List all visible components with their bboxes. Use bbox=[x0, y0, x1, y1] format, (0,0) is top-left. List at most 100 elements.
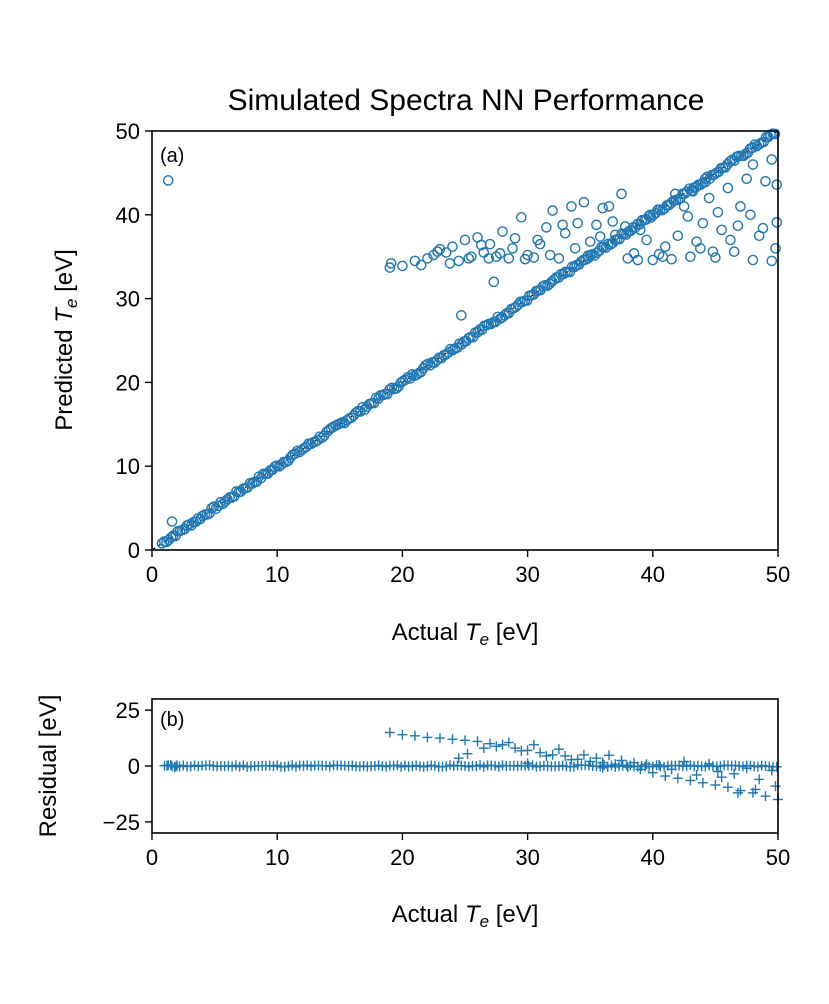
panel-a-yticks: 0 10 20 30 40 50 bbox=[116, 119, 152, 563]
panel-a-point bbox=[569, 243, 581, 254]
panel-a-point bbox=[541, 222, 552, 233]
panel-a-point bbox=[710, 252, 721, 263]
panel-b-point bbox=[750, 784, 761, 795]
panel-b-point bbox=[729, 768, 740, 779]
panel-b-point bbox=[654, 759, 665, 770]
panel-a-point bbox=[769, 128, 781, 140]
panel-a-ytick-label: 0 bbox=[128, 538, 140, 563]
panel-a-point bbox=[607, 216, 619, 227]
panel-a-point bbox=[162, 175, 174, 186]
panel-b-points bbox=[159, 727, 783, 805]
panel-a-point bbox=[478, 247, 490, 258]
panel-a-point bbox=[647, 254, 659, 266]
panel-a-xtick-label: 20 bbox=[390, 562, 414, 587]
panel-a-point bbox=[657, 251, 669, 263]
panel-a-point bbox=[415, 259, 427, 271]
panel-a-point bbox=[609, 229, 621, 241]
panel-a-point bbox=[503, 253, 515, 264]
panel-b-point bbox=[460, 735, 470, 746]
panel-a-label: (a) bbox=[160, 145, 184, 167]
panel-a-xtick-label: 30 bbox=[515, 562, 539, 587]
panel-b-point bbox=[169, 762, 180, 773]
panel-a-point bbox=[497, 226, 508, 237]
panel-a-point bbox=[660, 241, 671, 252]
panel-b-point bbox=[679, 756, 690, 767]
panel-a-point bbox=[670, 188, 681, 200]
panel-a-point bbox=[434, 243, 446, 255]
panel-a-point bbox=[703, 192, 715, 204]
panel-b-point bbox=[591, 753, 602, 764]
panel-a-ytick-label: 20 bbox=[116, 370, 140, 395]
panel-a-point bbox=[544, 249, 556, 261]
panel-b-xlabel-prefix: Actual bbox=[392, 901, 465, 928]
panel-a-ylabel-suffix: [eV] bbox=[51, 249, 78, 298]
panel-a-point bbox=[584, 236, 596, 247]
panel-b-point bbox=[603, 750, 614, 761]
panel-b-point bbox=[409, 730, 420, 741]
panel-a-xlabel-var: T bbox=[465, 619, 482, 646]
panel-b-point bbox=[732, 787, 743, 798]
panel-a-point bbox=[422, 358, 434, 370]
panel-b-point bbox=[162, 760, 173, 771]
panel-b-point bbox=[712, 766, 723, 777]
panel-b-point bbox=[485, 738, 496, 749]
panel-a-point bbox=[507, 243, 518, 254]
panel-a-point bbox=[700, 176, 711, 188]
panel-a-point bbox=[766, 154, 778, 165]
panel-a-xtick-label: 50 bbox=[766, 562, 790, 587]
panel-a-point bbox=[757, 222, 769, 234]
panel-a-point bbox=[682, 211, 694, 222]
panel-b-point bbox=[741, 763, 752, 774]
panel-a-point bbox=[197, 510, 208, 522]
chart-title: Simulated Spectra NN Performance bbox=[228, 84, 705, 117]
panel-a-point bbox=[622, 253, 634, 264]
panel-a-point bbox=[490, 251, 502, 263]
panel-b-xtick-label: 40 bbox=[641, 845, 665, 870]
panel-b-point bbox=[760, 791, 771, 802]
panel-b-xlabel-sub: e bbox=[480, 912, 489, 931]
panel-a-ytick-label: 50 bbox=[116, 119, 140, 144]
panel-a-point bbox=[644, 209, 656, 221]
panel-a-point bbox=[603, 201, 615, 212]
panel-b-point bbox=[597, 762, 608, 773]
panel-a-point bbox=[760, 175, 771, 187]
panel-b-point bbox=[647, 767, 658, 778]
panel-b-point bbox=[704, 758, 715, 769]
panel-a-xlabel-sub: e bbox=[480, 630, 489, 649]
panel-b-point bbox=[622, 762, 633, 773]
panel-b-point bbox=[453, 753, 464, 764]
panel-a-point bbox=[745, 209, 756, 221]
panel-a-ytick-label: 30 bbox=[116, 287, 140, 312]
panel-a-point bbox=[594, 231, 606, 242]
panel-b-point bbox=[641, 759, 652, 770]
panel-a-xtick-label: 40 bbox=[641, 562, 665, 587]
panel-a-point bbox=[455, 310, 467, 321]
panel-b-ytick-label: 25 bbox=[116, 698, 140, 723]
panel-a-point bbox=[685, 251, 696, 263]
panel-a-point bbox=[350, 407, 362, 419]
panel-a-ytick-label: 10 bbox=[116, 454, 140, 479]
panel-b-point bbox=[754, 774, 765, 785]
panel-a-point bbox=[215, 496, 226, 508]
panel-b-point bbox=[572, 759, 583, 770]
panel-a-point bbox=[488, 276, 500, 288]
panel-a-point bbox=[725, 234, 736, 246]
panel-a-point bbox=[707, 246, 719, 257]
panel-a-ylabel: Predicted Te [eV] bbox=[51, 249, 81, 431]
panel-a-xticks: 0 10 20 30 40 50 bbox=[146, 550, 790, 587]
panel-b-xticks: 0 10 20 30 40 50 bbox=[146, 833, 790, 870]
panel-a-ylabel-var: T bbox=[51, 306, 78, 323]
panel-b-point bbox=[566, 754, 577, 765]
panel-b-point bbox=[422, 732, 433, 743]
panel-a-points bbox=[156, 128, 783, 549]
panel-a-point bbox=[684, 183, 695, 194]
panel-b-xtick-label: 20 bbox=[390, 845, 414, 870]
panel-b-point bbox=[522, 758, 533, 769]
panel-a-point bbox=[672, 230, 684, 242]
panel-a-frame bbox=[151, 130, 779, 551]
panel-a-point bbox=[697, 217, 709, 229]
panel-b-point bbox=[528, 739, 539, 750]
panel-a-point bbox=[771, 179, 783, 190]
